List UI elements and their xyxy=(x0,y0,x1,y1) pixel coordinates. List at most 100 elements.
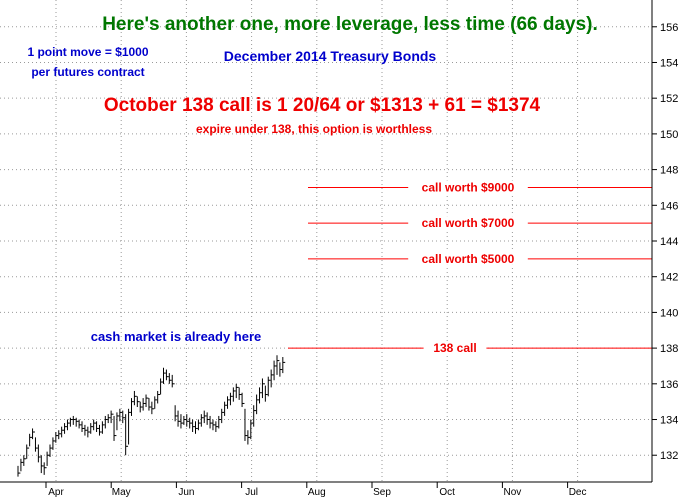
x-tick-label: Dec xyxy=(569,487,587,498)
price-bar xyxy=(145,394,149,408)
price-bar xyxy=(64,423,67,434)
price-bar xyxy=(142,398,146,411)
price-bar xyxy=(177,410,181,427)
x-tick-label: Sep xyxy=(373,487,391,498)
price-bar xyxy=(49,444,53,458)
price-bar xyxy=(183,415,187,425)
price-bar xyxy=(250,419,254,440)
price-bar xyxy=(168,373,172,384)
level-label: 138 call xyxy=(433,341,476,355)
price-bar xyxy=(110,410,114,424)
price-bar xyxy=(273,360,277,381)
price-bar xyxy=(227,396,230,409)
price-bar xyxy=(171,374,175,388)
price-bar xyxy=(66,419,70,431)
price-bar xyxy=(215,421,219,433)
price-bar xyxy=(20,458,24,472)
price-bar xyxy=(90,423,94,434)
level-lines: call worth $9000 call worth $7000 call wor… xyxy=(288,180,652,355)
price-bar xyxy=(238,387,242,400)
price-bar xyxy=(206,412,210,425)
price-bar xyxy=(29,433,33,447)
price-bar xyxy=(52,437,56,450)
annotation-sub: expire under 138, this option is worthle… xyxy=(196,122,432,136)
level-label: call worth $7000 xyxy=(422,216,515,230)
y-tick-label: 152 xyxy=(660,93,678,105)
price-bar xyxy=(200,414,204,427)
price-bar xyxy=(93,419,97,431)
cash-note: cash market is already here xyxy=(91,329,262,344)
price-bar xyxy=(78,419,82,429)
price-bar xyxy=(128,408,131,445)
price-bar xyxy=(43,462,47,475)
chart-title: December 2014 Treasury Bonds xyxy=(224,48,437,64)
price-bar xyxy=(61,426,65,438)
price-bar xyxy=(37,444,41,463)
x-tick-label: Oct xyxy=(439,487,455,498)
price-bar xyxy=(235,383,239,399)
price-bar xyxy=(107,414,111,424)
price-bar xyxy=(72,415,76,425)
price-bar xyxy=(154,396,158,409)
price-bar xyxy=(58,430,62,440)
price-bar xyxy=(32,428,35,440)
price-bar xyxy=(163,367,166,384)
price-bar xyxy=(26,444,30,459)
price-bar xyxy=(209,415,213,429)
price-bar xyxy=(122,410,126,424)
price-bar xyxy=(282,357,286,374)
price-bar xyxy=(160,378,163,395)
price-bar xyxy=(23,455,27,466)
price-bar xyxy=(119,408,123,422)
y-tick-label: 150 xyxy=(660,129,678,141)
price-bar xyxy=(69,417,73,427)
note-line-2: per futures contract xyxy=(31,65,144,79)
price-bar xyxy=(203,410,207,424)
price-bar xyxy=(98,424,102,436)
price-bar xyxy=(279,362,283,377)
price-bar xyxy=(136,396,140,408)
x-tick-label: May xyxy=(112,487,131,498)
price-bar xyxy=(130,398,134,416)
x-tick-label: Nov xyxy=(504,487,522,498)
level-label: call worth $5000 xyxy=(422,252,515,266)
level-label: call worth $9000 xyxy=(422,180,515,194)
price-bar xyxy=(192,419,195,433)
grid xyxy=(0,0,652,482)
price-bar xyxy=(221,408,225,424)
price-bar xyxy=(55,432,59,443)
price-bar xyxy=(46,451,50,466)
price-bar xyxy=(157,390,161,404)
level-label-bg xyxy=(408,216,528,230)
price-bar xyxy=(276,355,280,375)
price-bar xyxy=(116,412,120,431)
price-bar xyxy=(232,387,236,402)
price-bar xyxy=(139,401,143,413)
price-bar xyxy=(264,385,268,402)
x-axis: Apr May Jun Jul Aug Sep Oct Nov Dec xyxy=(45,482,587,498)
price-bar xyxy=(125,414,129,456)
headline: Here's another one, more leverage, less … xyxy=(102,14,598,35)
price-bar xyxy=(17,465,21,477)
note-line-1: 1 point move = $1000 xyxy=(27,45,148,59)
level-label-bg xyxy=(408,251,528,265)
price-bar xyxy=(81,421,85,433)
y-tick-label: 148 xyxy=(660,165,678,177)
price-bar xyxy=(241,392,245,408)
price-bar xyxy=(34,437,38,452)
price-bar xyxy=(174,405,178,422)
price-bar xyxy=(96,421,99,433)
price-bar xyxy=(261,378,265,399)
y-tick-label: 134 xyxy=(660,415,678,427)
price-bar xyxy=(224,401,228,416)
price-bar xyxy=(253,405,257,427)
price-bar xyxy=(229,392,233,406)
price-bar xyxy=(244,408,248,441)
price-bar xyxy=(151,401,155,415)
y-tick-label: 138 xyxy=(660,343,678,355)
price-bar xyxy=(104,415,108,429)
price-bar xyxy=(197,419,201,431)
price-bar xyxy=(101,421,105,434)
price-bar xyxy=(256,394,260,415)
level-label-bg xyxy=(423,341,487,355)
